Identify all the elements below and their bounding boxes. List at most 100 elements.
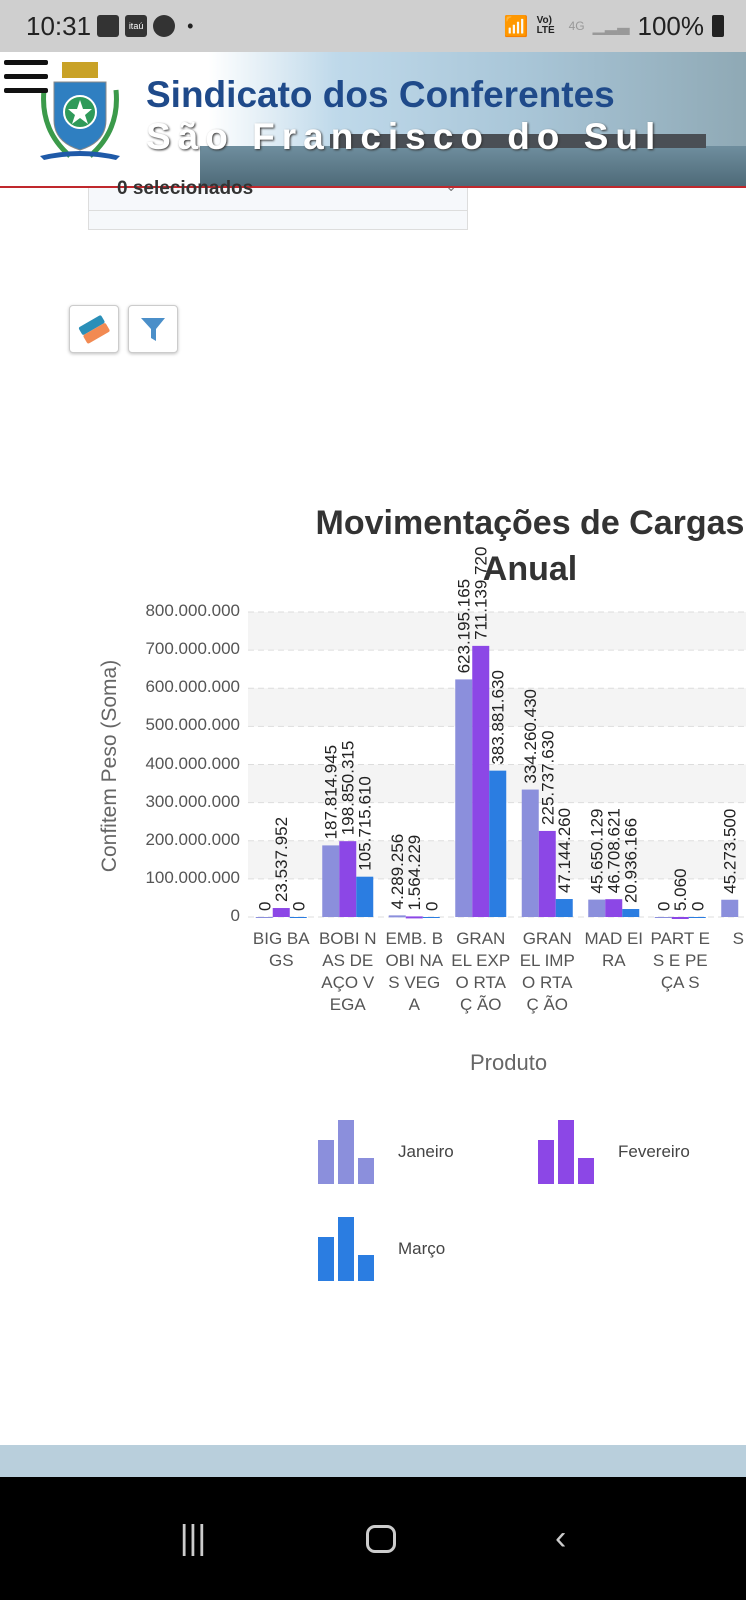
legend-fevereiro[interactable]: Fevereiro bbox=[538, 1120, 690, 1184]
chart-title: Movimentações de Cargas bbox=[315, 504, 745, 542]
volte-icon: Vo) LTE bbox=[536, 15, 555, 36]
data-label: 711.139.720 bbox=[472, 547, 491, 640]
y-tick-label: 400.000.000 bbox=[145, 753, 240, 773]
bar-fevereiro[interactable] bbox=[671, 916, 689, 919]
chrome-icon bbox=[153, 15, 176, 37]
data-label: 46.708.621 bbox=[605, 808, 624, 893]
chevron-down-icon: ⌄ bbox=[445, 178, 457, 194]
legend-marco[interactable]: Março bbox=[318, 1217, 445, 1281]
data-label: 1.564.229 bbox=[405, 835, 424, 911]
data-label: 225.737.630 bbox=[538, 730, 557, 825]
y-tick-label: 600.000.000 bbox=[145, 677, 240, 697]
x-tick-label: MAD EIRA bbox=[584, 929, 644, 970]
bar-fevereiro[interactable] bbox=[339, 841, 357, 917]
bar-março[interactable] bbox=[422, 917, 440, 918]
x-tick-label: S R bbox=[732, 929, 746, 948]
harbor-image bbox=[200, 146, 746, 186]
data-label: 0 bbox=[688, 902, 707, 911]
clock: 10:31 bbox=[26, 10, 92, 41]
data-label: 47.144.260 bbox=[555, 808, 574, 893]
funnel-icon bbox=[141, 318, 165, 341]
bar-chart-icon bbox=[538, 1120, 594, 1184]
data-label: 45.650.129 bbox=[588, 809, 607, 894]
bar-fevereiro[interactable] bbox=[472, 645, 490, 917]
site-title: Sindicato dos Conferentes bbox=[146, 74, 615, 115]
hamburger-menu-button[interactable] bbox=[4, 60, 48, 102]
grid-band bbox=[248, 612, 746, 651]
chart-subtitle: Anual bbox=[482, 550, 578, 588]
bar-janeiro[interactable] bbox=[721, 899, 739, 917]
y-tick-label: 100.000.000 bbox=[145, 867, 240, 887]
bar-março[interactable] bbox=[688, 917, 706, 918]
legend-label: Fevereiro bbox=[618, 1142, 690, 1161]
data-label: 0 bbox=[289, 902, 308, 911]
gallery-icon bbox=[97, 15, 120, 37]
y-tick-label: 700.000.000 bbox=[145, 639, 240, 659]
bar-março[interactable] bbox=[622, 909, 640, 917]
data-label: 383.881.630 bbox=[489, 670, 508, 765]
x-tick-label: EMB. BOBI NAS VEGA bbox=[385, 929, 444, 1014]
bar-março[interactable] bbox=[356, 876, 374, 917]
legend-janeiro[interactable]: Janeiro bbox=[318, 1120, 454, 1184]
bar-janeiro[interactable] bbox=[455, 679, 473, 917]
home-button[interactable] bbox=[365, 1524, 396, 1553]
android-nav-bar: ||| ‹ bbox=[0, 1477, 746, 1600]
apply-filter-button[interactable] bbox=[128, 305, 178, 353]
y-tick-label: 800.000.000 bbox=[145, 601, 240, 620]
bar-março[interactable] bbox=[489, 770, 507, 917]
x-tick-label: GRAN EL EXPO RTAÇ ÃO bbox=[451, 929, 511, 1014]
data-label: 0 bbox=[654, 902, 673, 911]
bar-março[interactable] bbox=[555, 899, 573, 917]
eraser-icon bbox=[78, 315, 110, 344]
site-header-banner: Sindicato dos Conferentes São Francisco … bbox=[0, 52, 746, 188]
back-button[interactable]: ‹ bbox=[554, 1519, 567, 1557]
signal-icon: ▁▂▃ bbox=[592, 18, 630, 35]
x-axis-label: Produto bbox=[470, 1050, 548, 1075]
bar-fevereiro[interactable] bbox=[272, 908, 290, 917]
battery-icon bbox=[712, 15, 724, 37]
site-subtitle: São Francisco do Sul bbox=[146, 116, 663, 157]
data-label: 0 bbox=[255, 902, 274, 911]
bar-fevereiro[interactable] bbox=[405, 916, 423, 919]
data-label: 0 bbox=[422, 902, 441, 911]
select-divider bbox=[89, 210, 467, 211]
grid-band bbox=[248, 688, 746, 727]
bar-janeiro[interactable] bbox=[388, 915, 406, 918]
data-label: 105.715.610 bbox=[356, 776, 375, 871]
y-tick-label: 200.000.000 bbox=[145, 829, 240, 849]
battery-percent: 100% bbox=[637, 10, 705, 41]
x-tick-label: PART ES E PEÇA S bbox=[650, 929, 711, 992]
bar-fevereiro[interactable] bbox=[605, 899, 623, 917]
status-bar: 10:31 itaú • 📶 Vo) LTE 4G ▁▂▃ 100% bbox=[0, 0, 746, 52]
bar-março[interactable] bbox=[289, 917, 307, 918]
bar-janeiro[interactable] bbox=[654, 917, 672, 918]
bar-janeiro[interactable] bbox=[322, 845, 340, 917]
data-label: 23.537.952 bbox=[272, 817, 291, 902]
bar-fevereiro[interactable] bbox=[538, 830, 556, 917]
pier-image bbox=[330, 134, 706, 148]
bank-app-icon: itaú bbox=[125, 15, 148, 37]
bar-janeiro[interactable] bbox=[255, 917, 273, 918]
bar-janeiro[interactable] bbox=[521, 789, 539, 917]
page-footer bbox=[0, 1445, 746, 1477]
bar-chart-icon bbox=[318, 1217, 374, 1281]
data-label: 4.289.256 bbox=[388, 834, 407, 910]
x-tick-label: BIG BAGS bbox=[252, 929, 310, 970]
data-label: 623.195.165 bbox=[455, 579, 474, 674]
legend-label: Março bbox=[398, 1239, 446, 1258]
select-value: 0 selecionados bbox=[117, 178, 254, 199]
product-multiselect[interactable]: 0 selecionados ⌄ bbox=[88, 178, 468, 230]
clear-filters-button[interactable] bbox=[69, 305, 119, 353]
data-label: 5.060 bbox=[671, 868, 690, 911]
data-label: 45.273.500 bbox=[721, 809, 740, 894]
dot-icon: • bbox=[187, 15, 194, 36]
recent-apps-button[interactable]: ||| bbox=[179, 1519, 207, 1557]
network-type: 4G bbox=[568, 19, 585, 33]
data-label: 198.850.315 bbox=[339, 741, 358, 836]
data-label: 334.260.430 bbox=[521, 689, 540, 784]
legend-label: Janeiro bbox=[398, 1142, 454, 1161]
bar-janeiro[interactable] bbox=[588, 899, 606, 917]
data-label: 187.814.945 bbox=[322, 745, 341, 840]
x-tick-label: GRAN EL IMPO RTAÇ ÃO bbox=[519, 929, 575, 1014]
